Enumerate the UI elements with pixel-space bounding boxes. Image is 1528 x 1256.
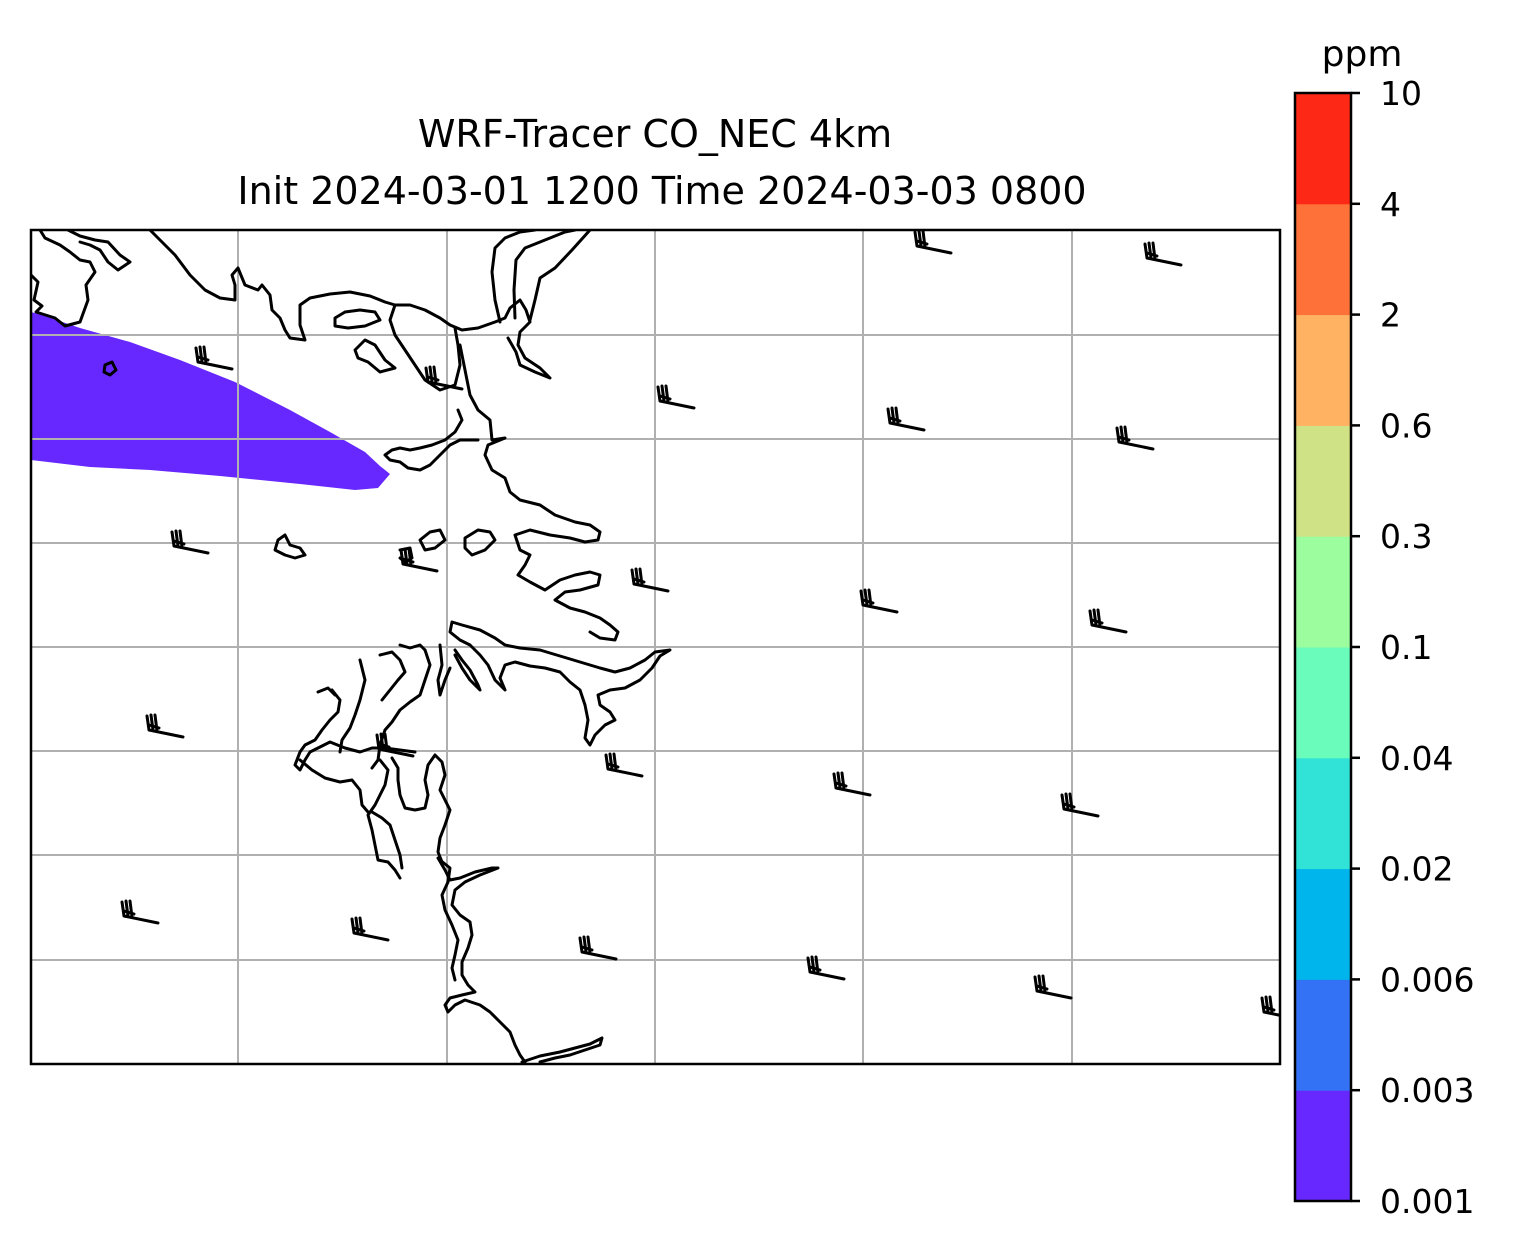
wind-barb [120,899,160,925]
map-title-line-2: Init 2024-03-01 1200 Time 2024-03-03 080… [237,169,1086,213]
colorbar-segment [1295,314,1351,426]
co-plume [31,312,390,490]
colorbar-tick-label: 10 [1380,74,1422,113]
colorbar-tick-label: 0.02 [1380,850,1453,889]
colorbar-unit-label: ppm [1322,34,1403,75]
colorbar-segment [1295,425,1351,537]
colorbar-segment [1295,868,1351,980]
wind-barb [375,732,415,758]
colorbar-tick-label: 4 [1380,185,1401,224]
wind-barb [1260,995,1280,1017]
wind-barb [145,713,185,739]
wind-barb [1060,792,1100,818]
wind-barb [424,365,464,391]
colorbar-tick-label: 0.001 [1380,1182,1474,1221]
wind-barb [604,752,644,778]
wind-barb [1115,425,1155,451]
wind-barb [194,345,234,371]
colorbar-segment [1295,536,1351,648]
wind-barb [630,567,670,593]
colorbar-tick-label: 0.003 [1380,1071,1474,1110]
colorbar-tick-label: 0.04 [1380,739,1453,778]
wind-barb [886,406,926,432]
colorbar-tick-label: 0.006 [1380,960,1474,999]
colorbar-segments [1295,93,1351,1202]
wind-barb [1033,974,1073,1000]
wind-barb [1088,608,1128,634]
map-panel [29,228,1282,1066]
colorbar: ppm 0.001 0.003 0.006 0.02 0.04 0.1 0.3 0.6 2 4 10 [1293,34,1474,1221]
map-title-line-1: WRF-Tracer CO_NEC 4km [418,112,892,156]
colorbar-tick-label: 0.3 [1380,517,1432,556]
wind-barb [170,529,210,555]
colorbar-tick-label: 0.6 [1380,406,1432,445]
wind-barb [859,588,899,614]
wind-barb [399,547,439,573]
colorbar-segment [1295,203,1351,316]
colorbar-ticks: 0.001 0.003 0.006 0.02 0.04 0.1 0.3 0.6 2 4 10 [1351,74,1474,1221]
gridlines [31,230,1280,1064]
wind-barb [832,771,872,797]
wind-barbs [120,230,1280,1017]
colorbar-segment [1295,757,1351,870]
wind-barb [1143,241,1183,267]
wind-barb [656,384,696,410]
colorbar-segment [1295,93,1351,205]
colorbar-segment [1295,1090,1351,1202]
colorbar-segment [1295,979,1351,1091]
map-frame [29,228,1282,1066]
wind-barb [578,935,618,961]
wind-barb [350,916,390,942]
coastlines [31,230,672,1064]
wind-barb [806,955,846,981]
colorbar-tick-label: 0.1 [1380,628,1432,667]
wind-barb [913,230,953,255]
colorbar-segment [1295,647,1351,759]
colorbar-tick-label: 2 [1380,296,1401,335]
